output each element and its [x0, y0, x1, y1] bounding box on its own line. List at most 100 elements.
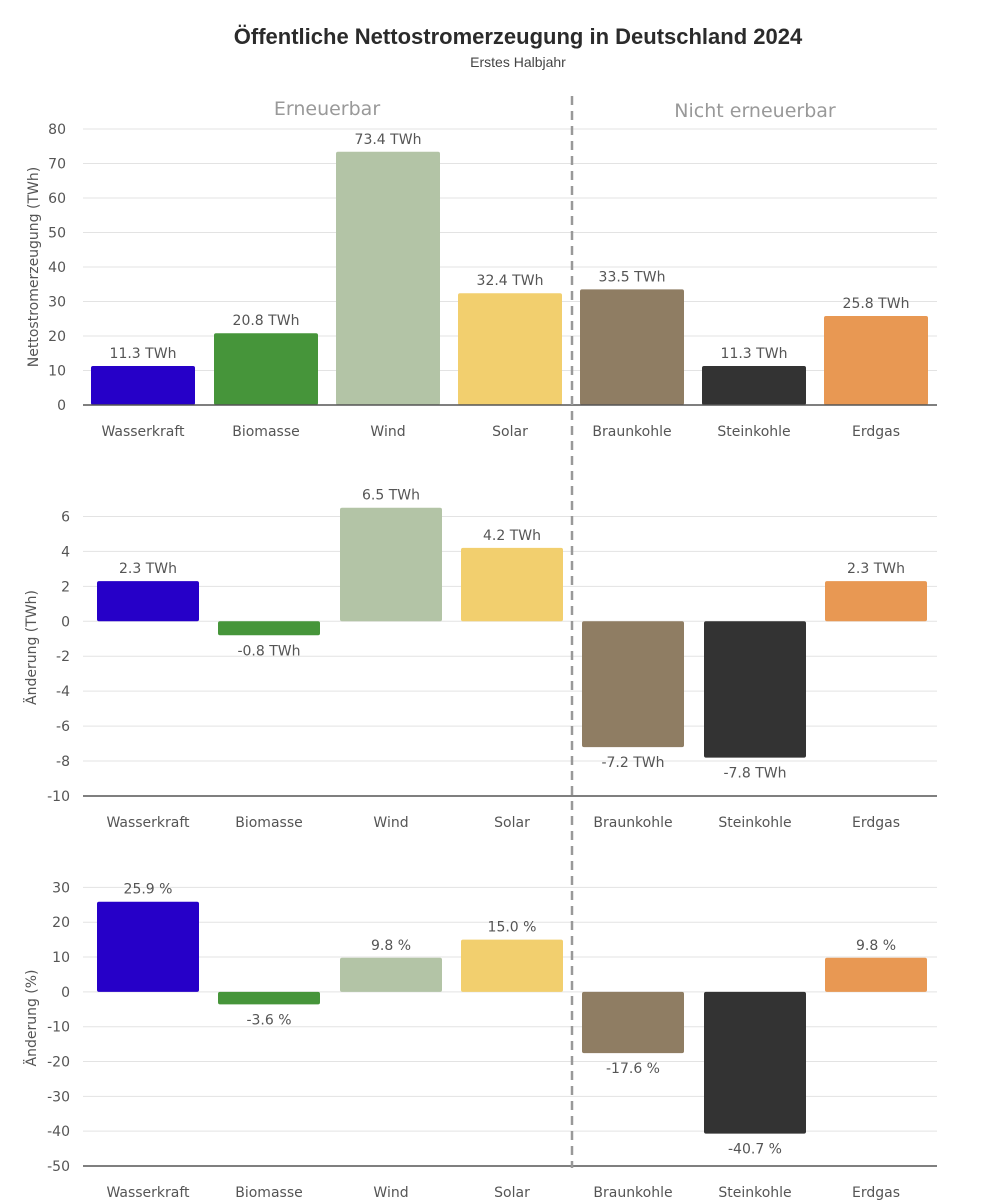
bar-solar — [461, 939, 563, 992]
x-tick-label-braunkohle: Braunkohle — [593, 815, 672, 831]
x-tick-label-wind: Wind — [373, 815, 408, 831]
y-tick-label: -6 — [56, 719, 70, 735]
y-tick-label: 10 — [48, 364, 66, 380]
y-tick-label: -2 — [56, 649, 70, 665]
y-tick-label: 80 — [48, 122, 66, 138]
y-tick-label: 70 — [48, 157, 66, 173]
bar-erdgas — [825, 957, 927, 992]
y-tick-label: -10 — [47, 1020, 70, 1036]
data-label-biomasse: 20.8 TWh — [233, 313, 300, 329]
y-tick-label: -50 — [47, 1159, 70, 1175]
x-tick-label-solar: Solar — [494, 815, 530, 831]
y-tick-label: -20 — [47, 1055, 70, 1071]
x-tick-label-braunkohle: Braunkohle — [593, 1185, 672, 1200]
chart-panel-1: 0 10 20 30 40 50 60 70 80 Nettostromerzeugung (TW… — [26, 122, 937, 440]
bar-steinkohle — [702, 366, 806, 405]
x-tick-label-steinkohle: Steinkohle — [717, 424, 790, 440]
y-tick-label: 20 — [52, 915, 70, 931]
data-label-braunkohle: 33.5 TWh — [599, 269, 666, 285]
y-tick-label: 10 — [52, 950, 70, 966]
x-tick-label-erdgas: Erdgas — [852, 1185, 900, 1200]
bar-braunkohle — [580, 289, 684, 405]
data-label-erdgas: 9.8 % — [856, 938, 896, 954]
x-tick-label-biomasse: Biomasse — [232, 424, 299, 440]
y-tick-label: -8 — [56, 754, 70, 770]
bar-wind — [340, 507, 442, 622]
y-tick-label: 50 — [48, 226, 66, 242]
y-tick-label: -4 — [56, 684, 70, 700]
data-label-erdgas: 2.3 TWh — [847, 561, 905, 577]
y-axis-label: Nettostromerzeugung (TWh) — [26, 167, 42, 367]
data-label-biomasse: -0.8 TWh — [237, 643, 300, 659]
data-label-erdgas: 25.8 TWh — [843, 296, 910, 312]
bar-wind — [340, 957, 442, 992]
data-label-wind: 73.4 TWh — [355, 132, 422, 148]
group-label-renewable: Erneuerbar — [274, 98, 380, 120]
x-tick-label-wind: Wind — [373, 1185, 408, 1200]
y-tick-label: 0 — [61, 614, 70, 630]
y-tick-label: 6 — [61, 509, 70, 525]
x-tick-label-steinkohle: Steinkohle — [718, 815, 791, 831]
bar-wind — [336, 151, 440, 405]
x-tick-label-solar: Solar — [494, 1185, 530, 1200]
x-tick-label-solar: Solar — [492, 424, 528, 440]
y-tick-label: 0 — [57, 398, 66, 414]
chart-panel-3: -50 -40 -30 -20 -10 0 10 20 30 Änderung (%) 25.9 %… — [22, 880, 937, 1200]
x-tick-label-wasserkraft: Wasserkraft — [101, 424, 185, 440]
x-tick-label-braunkohle: Braunkohle — [592, 424, 671, 440]
chart-panel-2: -10 -8 -6 -4 -2 0 2 4 6 Änderung (TWh) 2.3 TWh Wass… — [22, 488, 937, 831]
bar-steinkohle — [704, 621, 806, 758]
x-tick-label-biomasse: Biomasse — [235, 1185, 302, 1200]
bar-wasserkraft — [97, 901, 199, 992]
bar-steinkohle — [704, 991, 806, 1134]
y-tick-label: 0 — [61, 985, 70, 1001]
data-label-steinkohle: -40.7 % — [728, 1142, 782, 1158]
data-label-solar: 4.2 TWh — [483, 528, 541, 544]
data-label-braunkohle: -17.6 % — [606, 1061, 660, 1077]
y-tick-label: 30 — [48, 295, 66, 311]
x-tick-label-erdgas: Erdgas — [852, 815, 900, 831]
y-axis-label: Änderung (%) — [22, 969, 40, 1066]
x-tick-label-steinkohle: Steinkohle — [718, 1185, 791, 1200]
y-tick-label: 60 — [48, 191, 66, 207]
bar-biomasse — [218, 991, 320, 1005]
y-tick-label: 2 — [61, 579, 70, 595]
bar-wasserkraft — [97, 581, 199, 622]
data-label-wasserkraft: 2.3 TWh — [119, 561, 177, 577]
bar-erdgas — [825, 581, 927, 622]
bar-braunkohle — [582, 991, 684, 1054]
y-tick-label: -40 — [47, 1124, 70, 1140]
y-tick-label: -30 — [47, 1089, 70, 1105]
y-tick-label: 40 — [48, 260, 66, 276]
data-label-wind: 6.5 TWh — [362, 488, 420, 504]
bar-solar — [461, 547, 563, 622]
y-tick-label: -10 — [47, 789, 70, 805]
bar-biomasse — [218, 621, 320, 636]
y-tick-label: 20 — [48, 329, 66, 345]
x-tick-label-erdgas: Erdgas — [852, 424, 900, 440]
data-label-biomasse: -3.6 % — [246, 1012, 291, 1028]
data-label-braunkohle: -7.2 TWh — [601, 755, 664, 771]
data-label-wind: 9.8 % — [371, 938, 411, 954]
bar-erdgas — [824, 315, 928, 405]
chart-title: Öffentliche Nettostromerzeugung in Deuts… — [233, 24, 803, 49]
y-tick-label: 30 — [52, 880, 70, 896]
bar-biomasse — [214, 333, 318, 405]
x-tick-label-biomasse: Biomasse — [235, 815, 302, 831]
bar-solar — [458, 293, 562, 405]
y-tick-label: 4 — [61, 544, 70, 560]
x-tick-label-wasserkraft: Wasserkraft — [106, 1185, 190, 1200]
data-label-wasserkraft: 11.3 TWh — [110, 346, 177, 362]
data-label-solar: 32.4 TWh — [477, 273, 544, 289]
x-tick-label-wind: Wind — [370, 424, 405, 440]
data-label-steinkohle: 11.3 TWh — [721, 346, 788, 362]
bar-braunkohle — [582, 621, 684, 748]
y-axis-label: Änderung (TWh) — [22, 590, 40, 705]
bar-wasserkraft — [91, 366, 195, 405]
data-label-solar: 15.0 % — [488, 920, 537, 936]
data-label-wasserkraft: 25.9 % — [124, 882, 173, 898]
chart-subtitle: Erstes Halbjahr — [470, 54, 566, 70]
x-tick-label-wasserkraft: Wasserkraft — [106, 815, 190, 831]
data-label-steinkohle: -7.8 TWh — [723, 766, 786, 782]
